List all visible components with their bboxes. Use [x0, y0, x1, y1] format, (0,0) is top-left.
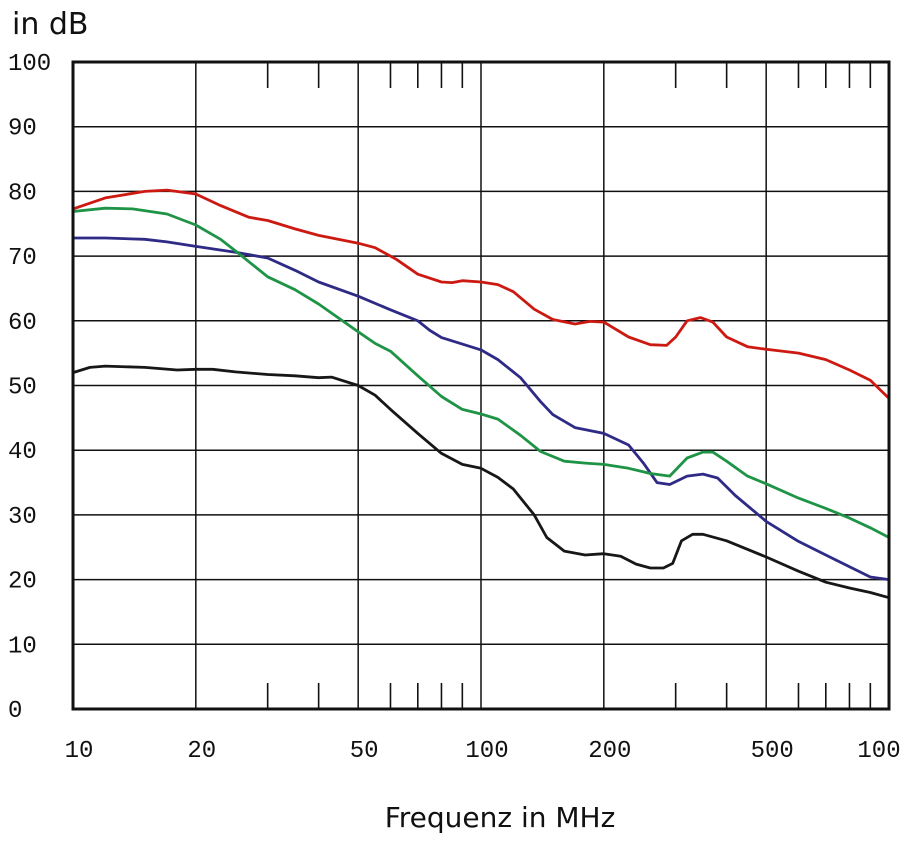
series-line-red — [71, 188, 891, 400]
y-tick-labels: 0 10 20 30 40 50 60 70 80 90 100 — [8, 51, 51, 725]
x-tick-label-200: 200 — [588, 738, 631, 765]
series-line-black — [71, 364, 891, 600]
y-tick-label-0: 0 — [8, 698, 22, 725]
y-tick-label-80: 80 — [8, 180, 37, 207]
y-tick-label-40: 40 — [8, 439, 37, 466]
x-tick-label-50: 50 — [350, 738, 379, 765]
x-tick-label-10: 10 — [65, 738, 94, 765]
grid-lines — [73, 62, 889, 709]
y-tick-label-90: 90 — [8, 116, 37, 143]
x-tick-label-100: 100 — [465, 738, 508, 765]
data-series-group — [71, 188, 891, 600]
x-axis-title: Frequenz in MHz — [385, 801, 616, 834]
x-tick-labels: 10 20 50 100 200 500 100 — [65, 738, 901, 765]
y-axis-unit-label: in dB — [12, 7, 89, 42]
plot-frame — [71, 60, 891, 711]
series-line-green — [71, 206, 891, 539]
x-tick-label-1000: 100 — [857, 738, 900, 765]
x-tick-label-20: 20 — [187, 738, 216, 765]
y-tick-label-100: 100 — [8, 51, 51, 78]
x-tick-label-500: 500 — [751, 738, 794, 765]
minor-ticks — [266, 62, 872, 709]
y-tick-label-50: 50 — [8, 375, 37, 402]
series-line-blue — [71, 236, 891, 581]
y-tick-label-60: 60 — [8, 310, 37, 337]
y-tick-label-20: 20 — [8, 569, 37, 596]
y-tick-label-70: 70 — [8, 245, 37, 272]
y-tick-label-10: 10 — [8, 633, 37, 660]
y-tick-label-30: 30 — [8, 504, 37, 531]
